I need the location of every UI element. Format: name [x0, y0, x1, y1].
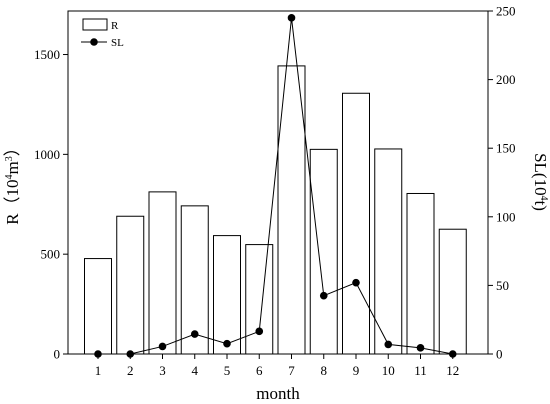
y-axis-right-title: SL(104t)	[531, 153, 550, 211]
y-right-tick-label: 50	[496, 278, 509, 293]
x-tick-label: 11	[414, 363, 427, 378]
legend: R SL	[81, 18, 124, 49]
x-tick-label: 4	[192, 363, 199, 378]
y-right-tick-label: 200	[496, 72, 516, 87]
y-right-tick-label: 150	[496, 141, 516, 156]
x-tick-label: 12	[446, 363, 459, 378]
legend-sl-label: SL	[111, 37, 124, 49]
sl-point-10	[384, 340, 393, 349]
y-right-tick-label: 250	[496, 4, 516, 19]
legend-r-label: R	[111, 20, 119, 32]
bar-r-5	[213, 235, 241, 355]
sl-point-5	[223, 339, 231, 348]
y-axis-left-title: R（104m3）	[3, 139, 22, 225]
bar-r-12	[438, 228, 467, 355]
sl-point-11	[416, 344, 425, 352]
bar-r-9	[342, 92, 370, 355]
y-left-tick-label: 0	[54, 347, 61, 362]
x-tick-label: 8	[321, 363, 328, 378]
x-axis: 1 2 3 4 5 6 7 8 9 10 11 12	[95, 354, 459, 378]
bar-r-2	[116, 215, 145, 355]
bar-r-6	[245, 244, 274, 355]
x-tick-label: 9	[353, 363, 360, 378]
bar-r-3	[148, 191, 177, 355]
sl-point-6	[255, 327, 264, 336]
x-tick-label: 5	[224, 363, 231, 378]
x-tick-label: 7	[288, 363, 295, 378]
bar-series-r	[84, 65, 467, 355]
y-axis-left: 0 500 1000 1500	[34, 47, 68, 362]
bar-r-7	[277, 65, 306, 355]
sl-point-3	[158, 342, 167, 351]
y-right-tick-label: 0	[496, 347, 503, 362]
sl-line	[98, 17, 453, 355]
x-axis-title: month	[256, 384, 300, 403]
x-tick-label: 2	[127, 363, 134, 378]
y-left-tick-label: 1000	[34, 147, 60, 162]
x-tick-label: 10	[382, 363, 395, 378]
y-axis-right: 0 50 100 150 200 250	[488, 4, 516, 362]
bar-r-8	[309, 148, 338, 355]
bar-r-11	[406, 192, 435, 355]
sl-point-7	[287, 14, 296, 22]
y-left-tick-label: 1500	[34, 47, 60, 62]
y-left-tick-label: 500	[41, 247, 61, 262]
sl-point-8	[319, 291, 328, 300]
x-tick-label: 6	[256, 363, 263, 378]
legend-sl-marker	[90, 38, 98, 46]
legend-r-swatch	[82, 18, 108, 31]
x-tick-label: 1	[95, 363, 102, 378]
sl-point-9	[352, 278, 360, 287]
y-right-tick-label: 100	[496, 209, 516, 224]
x-tick-label: 3	[159, 363, 166, 378]
bar-r-10	[374, 148, 403, 355]
sl-point-4	[190, 330, 199, 338]
bar-r-1	[84, 258, 112, 355]
